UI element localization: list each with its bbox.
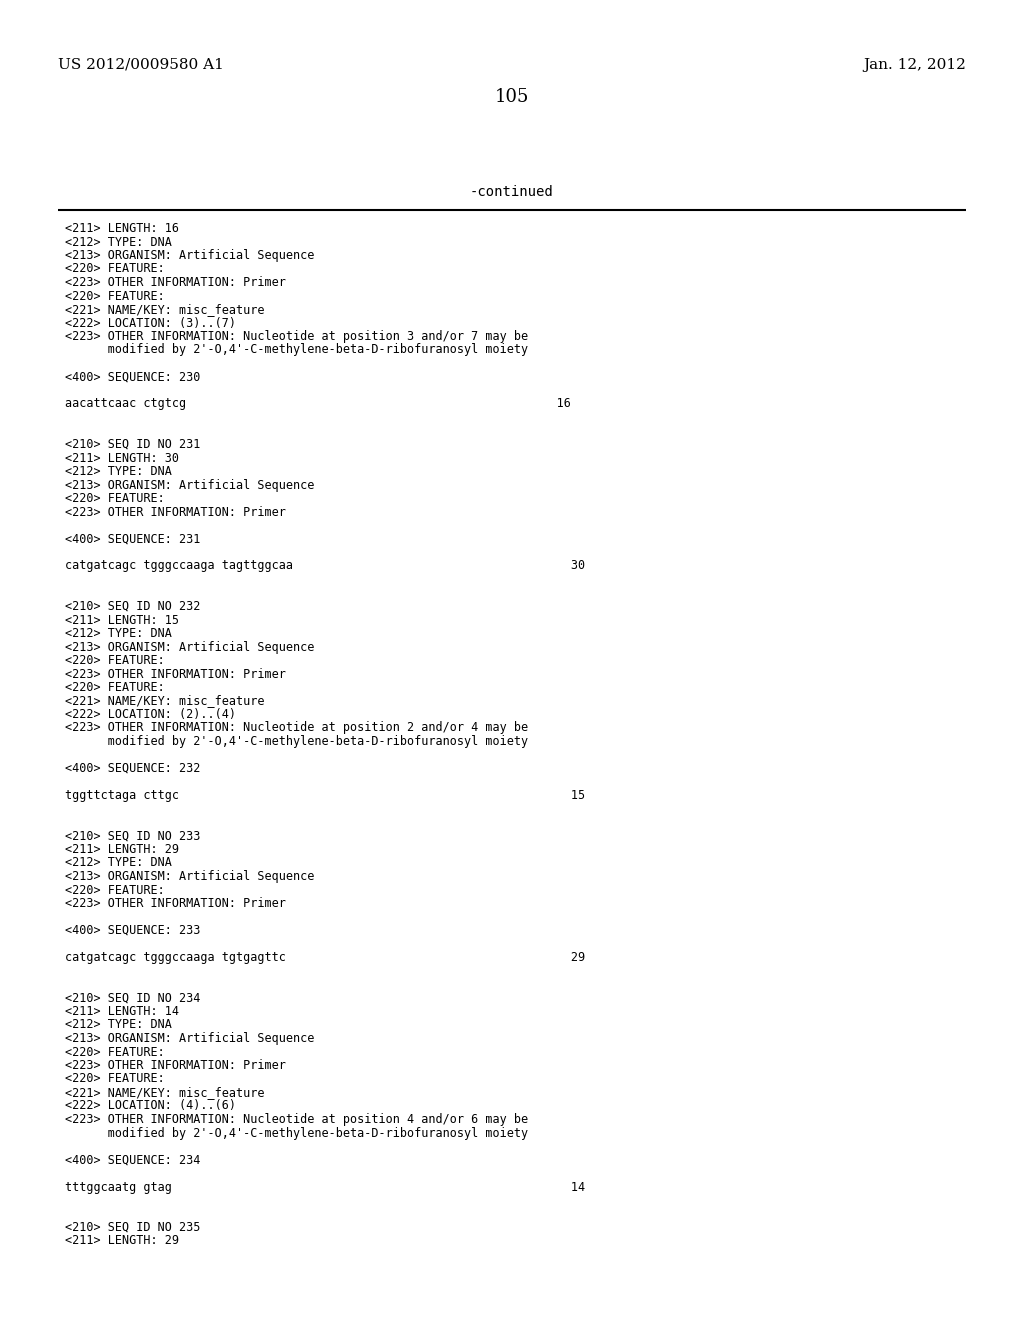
Text: <222> LOCATION: (2)..(4): <222> LOCATION: (2)..(4) xyxy=(65,708,236,721)
Text: <211> LENGTH: 29: <211> LENGTH: 29 xyxy=(65,843,179,855)
Text: <223> OTHER INFORMATION: Primer: <223> OTHER INFORMATION: Primer xyxy=(65,898,286,909)
Text: catgatcagc tgggccaaga tgtgagttc                                        29: catgatcagc tgggccaaga tgtgagttc 29 xyxy=(65,950,585,964)
Text: <212> TYPE: DNA: <212> TYPE: DNA xyxy=(65,465,172,478)
Text: <211> LENGTH: 30: <211> LENGTH: 30 xyxy=(65,451,179,465)
Text: <400> SEQUENCE: 234: <400> SEQUENCE: 234 xyxy=(65,1154,201,1167)
Text: <400> SEQUENCE: 233: <400> SEQUENCE: 233 xyxy=(65,924,201,937)
Text: <213> ORGANISM: Artificial Sequence: <213> ORGANISM: Artificial Sequence xyxy=(65,640,314,653)
Text: <223> OTHER INFORMATION: Primer: <223> OTHER INFORMATION: Primer xyxy=(65,276,286,289)
Text: <210> SEQ ID NO 231: <210> SEQ ID NO 231 xyxy=(65,438,201,451)
Text: <220> FEATURE:: <220> FEATURE: xyxy=(65,289,165,302)
Text: <213> ORGANISM: Artificial Sequence: <213> ORGANISM: Artificial Sequence xyxy=(65,249,314,261)
Text: <220> FEATURE:: <220> FEATURE: xyxy=(65,653,165,667)
Text: <210> SEQ ID NO 232: <210> SEQ ID NO 232 xyxy=(65,601,201,612)
Text: <213> ORGANISM: Artificial Sequence: <213> ORGANISM: Artificial Sequence xyxy=(65,870,314,883)
Text: <212> TYPE: DNA: <212> TYPE: DNA xyxy=(65,235,172,248)
Text: <210> SEQ ID NO 234: <210> SEQ ID NO 234 xyxy=(65,991,201,1005)
Text: <400> SEQUENCE: 231: <400> SEQUENCE: 231 xyxy=(65,532,201,545)
Text: catgatcagc tgggccaaga tagttggcaa                                       30: catgatcagc tgggccaaga tagttggcaa 30 xyxy=(65,560,585,573)
Text: <223> OTHER INFORMATION: Nucleotide at position 3 and/or 7 may be: <223> OTHER INFORMATION: Nucleotide at p… xyxy=(65,330,528,343)
Text: <211> LENGTH: 14: <211> LENGTH: 14 xyxy=(65,1005,179,1018)
Text: <220> FEATURE:: <220> FEATURE: xyxy=(65,681,165,694)
Text: <212> TYPE: DNA: <212> TYPE: DNA xyxy=(65,1019,172,1031)
Text: <222> LOCATION: (3)..(7): <222> LOCATION: (3)..(7) xyxy=(65,317,236,330)
Text: modified by 2'-O,4'-C-methylene-beta-D-ribofuranosyl moiety: modified by 2'-O,4'-C-methylene-beta-D-r… xyxy=(65,735,528,748)
Text: <223> OTHER INFORMATION: Primer: <223> OTHER INFORMATION: Primer xyxy=(65,506,286,519)
Text: <400> SEQUENCE: 232: <400> SEQUENCE: 232 xyxy=(65,762,201,775)
Text: <221> NAME/KEY: misc_feature: <221> NAME/KEY: misc_feature xyxy=(65,304,264,315)
Text: <210> SEQ ID NO 235: <210> SEQ ID NO 235 xyxy=(65,1221,201,1234)
Text: <211> LENGTH: 16: <211> LENGTH: 16 xyxy=(65,222,179,235)
Text: modified by 2'-O,4'-C-methylene-beta-D-ribofuranosyl moiety: modified by 2'-O,4'-C-methylene-beta-D-r… xyxy=(65,1126,528,1139)
Text: aacattcaac ctgtcg                                                    16: aacattcaac ctgtcg 16 xyxy=(65,397,570,411)
Text: tttggcaatg gtag                                                        14: tttggcaatg gtag 14 xyxy=(65,1180,585,1193)
Text: Jan. 12, 2012: Jan. 12, 2012 xyxy=(863,58,966,73)
Text: <220> FEATURE:: <220> FEATURE: xyxy=(65,1072,165,1085)
Text: <213> ORGANISM: Artificial Sequence: <213> ORGANISM: Artificial Sequence xyxy=(65,479,314,491)
Text: <223> OTHER INFORMATION: Nucleotide at position 4 and/or 6 may be: <223> OTHER INFORMATION: Nucleotide at p… xyxy=(65,1113,528,1126)
Text: <210> SEQ ID NO 233: <210> SEQ ID NO 233 xyxy=(65,829,201,842)
Text: modified by 2'-O,4'-C-methylene-beta-D-ribofuranosyl moiety: modified by 2'-O,4'-C-methylene-beta-D-r… xyxy=(65,343,528,356)
Text: <211> LENGTH: 15: <211> LENGTH: 15 xyxy=(65,614,179,627)
Text: -continued: -continued xyxy=(470,185,554,199)
Text: <400> SEQUENCE: 230: <400> SEQUENCE: 230 xyxy=(65,371,201,384)
Text: <221> NAME/KEY: misc_feature: <221> NAME/KEY: misc_feature xyxy=(65,1086,264,1100)
Text: <223> OTHER INFORMATION: Primer: <223> OTHER INFORMATION: Primer xyxy=(65,1059,286,1072)
Text: <220> FEATURE:: <220> FEATURE: xyxy=(65,1045,165,1059)
Text: 105: 105 xyxy=(495,88,529,106)
Text: <212> TYPE: DNA: <212> TYPE: DNA xyxy=(65,857,172,870)
Text: <220> FEATURE:: <220> FEATURE: xyxy=(65,883,165,896)
Text: <223> OTHER INFORMATION: Primer: <223> OTHER INFORMATION: Primer xyxy=(65,668,286,681)
Text: <221> NAME/KEY: misc_feature: <221> NAME/KEY: misc_feature xyxy=(65,694,264,708)
Text: <220> FEATURE:: <220> FEATURE: xyxy=(65,263,165,276)
Text: US 2012/0009580 A1: US 2012/0009580 A1 xyxy=(58,58,224,73)
Text: <211> LENGTH: 29: <211> LENGTH: 29 xyxy=(65,1234,179,1247)
Text: <223> OTHER INFORMATION: Nucleotide at position 2 and/or 4 may be: <223> OTHER INFORMATION: Nucleotide at p… xyxy=(65,722,528,734)
Text: <220> FEATURE:: <220> FEATURE: xyxy=(65,492,165,506)
Text: <213> ORGANISM: Artificial Sequence: <213> ORGANISM: Artificial Sequence xyxy=(65,1032,314,1045)
Text: <212> TYPE: DNA: <212> TYPE: DNA xyxy=(65,627,172,640)
Text: <222> LOCATION: (4)..(6): <222> LOCATION: (4)..(6) xyxy=(65,1100,236,1113)
Text: tggttctaga cttgc                                                       15: tggttctaga cttgc 15 xyxy=(65,789,585,803)
